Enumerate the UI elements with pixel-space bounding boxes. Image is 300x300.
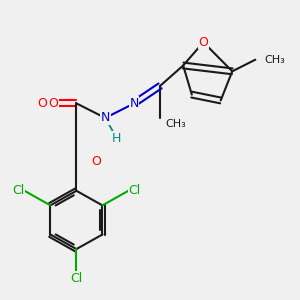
Text: CH₃: CH₃: [166, 119, 187, 129]
Text: N: N: [100, 111, 110, 124]
Text: Cl: Cl: [70, 272, 82, 285]
Text: O: O: [198, 36, 208, 49]
Text: O: O: [48, 97, 58, 110]
Text: Cl: Cl: [12, 184, 25, 197]
Text: N: N: [129, 97, 139, 110]
Text: O: O: [91, 155, 101, 168]
Text: O: O: [38, 97, 48, 110]
Text: H: H: [112, 132, 122, 145]
Text: CH₃: CH₃: [264, 55, 285, 65]
Text: Cl: Cl: [128, 184, 141, 197]
